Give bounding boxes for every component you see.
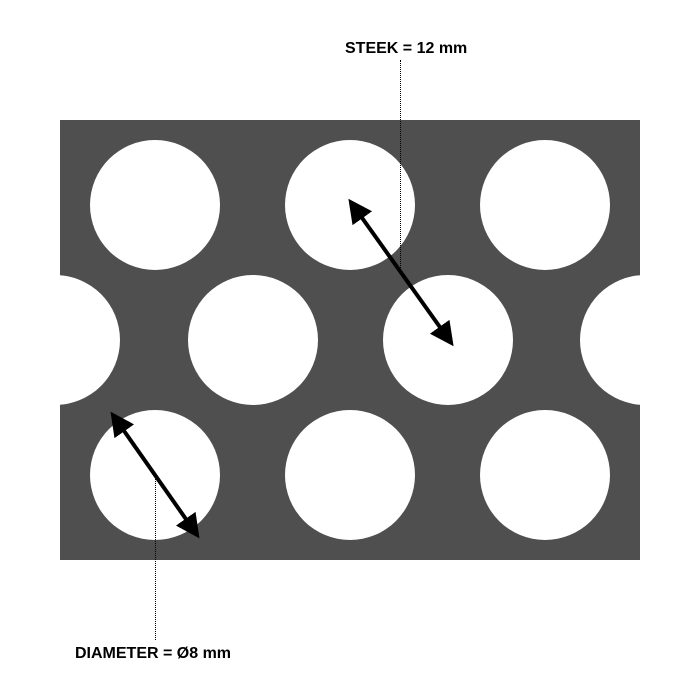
hole	[60, 275, 120, 405]
hole	[90, 140, 220, 270]
diagram-canvas: STEEK = 12 mm DIAMETER = Ø8 mm	[0, 0, 700, 700]
hole	[188, 275, 318, 405]
pitch-label: STEEK = 12 mm	[345, 40, 467, 58]
diameter-label: DIAMETER = Ø8 mm	[75, 645, 231, 663]
leader-line-pitch	[400, 60, 401, 272]
holes-layer	[60, 120, 640, 560]
hole	[580, 275, 640, 405]
hole	[285, 410, 415, 540]
leader-line-diameter	[155, 475, 156, 640]
hole	[480, 140, 610, 270]
hole	[480, 410, 610, 540]
hole	[285, 140, 415, 270]
hole	[383, 275, 513, 405]
